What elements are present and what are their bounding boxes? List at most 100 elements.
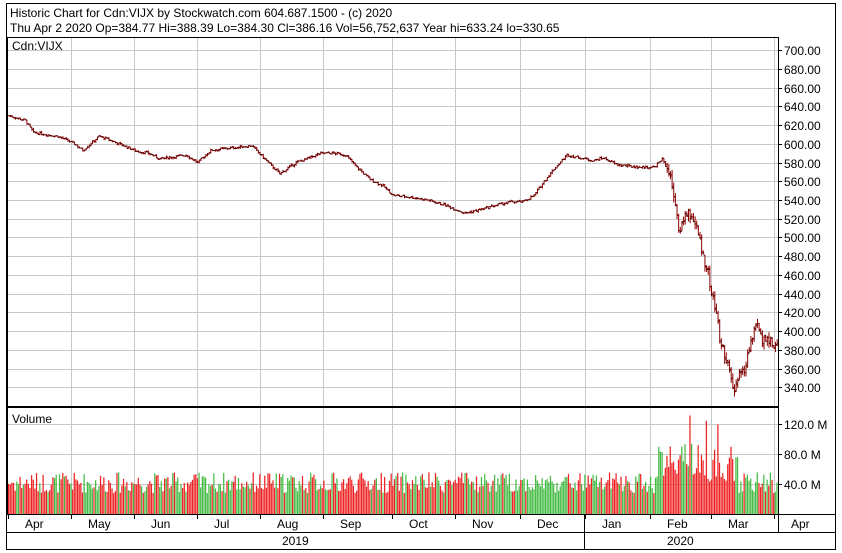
volume-bar bbox=[434, 472, 437, 514]
volume-bar bbox=[195, 474, 197, 514]
volume-bar bbox=[185, 491, 187, 514]
volume-bar bbox=[728, 457, 730, 514]
volume-bar bbox=[103, 477, 105, 514]
volume-bar bbox=[218, 484, 220, 514]
volume-bar bbox=[250, 483, 253, 514]
volume-bar bbox=[466, 472, 468, 514]
volume-bar bbox=[260, 487, 263, 514]
volume-bar bbox=[451, 485, 453, 514]
volume-bar bbox=[548, 482, 550, 514]
volume-bar bbox=[63, 476, 66, 514]
volume-bar bbox=[492, 480, 494, 514]
volume-bar bbox=[663, 475, 665, 514]
price-y-tick-label: 680.00 bbox=[784, 62, 821, 77]
volume-bar bbox=[664, 467, 666, 514]
volume-bar bbox=[484, 474, 486, 514]
volume-bar bbox=[656, 476, 658, 514]
volume-bar bbox=[221, 491, 223, 514]
volume-bar bbox=[654, 477, 657, 514]
volume-bar bbox=[137, 477, 139, 514]
volume-bar bbox=[62, 472, 64, 514]
volume-bar bbox=[736, 457, 739, 514]
volume-bar bbox=[562, 481, 565, 514]
volume-bar bbox=[428, 472, 430, 514]
volume-bar bbox=[136, 484, 138, 514]
volume-bar bbox=[382, 492, 384, 514]
volume-bar bbox=[370, 489, 373, 514]
volume-bar bbox=[717, 424, 719, 514]
volume-bar bbox=[567, 473, 570, 514]
volume-bar bbox=[301, 476, 304, 514]
volume-bar bbox=[313, 474, 315, 514]
volume-bar bbox=[720, 476, 722, 514]
volume-bar bbox=[338, 490, 340, 514]
volume-bar bbox=[699, 472, 701, 514]
volume-panel-label: Volume bbox=[12, 412, 53, 426]
volume-bar bbox=[528, 486, 530, 514]
month-label: Jun bbox=[151, 517, 171, 531]
volume-bar bbox=[165, 478, 167, 514]
volume-bar bbox=[603, 486, 606, 514]
volume-bar bbox=[771, 479, 773, 514]
volume-bar bbox=[756, 472, 758, 514]
month-label: Aug bbox=[277, 517, 299, 531]
volume-bar bbox=[96, 490, 98, 514]
volume-bar bbox=[239, 489, 241, 514]
volume-bar bbox=[129, 490, 131, 514]
volume-bar bbox=[290, 475, 292, 514]
volume-bar bbox=[774, 491, 776, 514]
volume-bar bbox=[561, 481, 563, 514]
volume-bar bbox=[576, 490, 578, 514]
volume-bar bbox=[759, 487, 762, 514]
price-y-tick-label: 520.00 bbox=[784, 212, 821, 227]
volume-bar bbox=[402, 472, 404, 514]
volume-bar bbox=[464, 473, 466, 514]
volume-bar bbox=[572, 488, 575, 514]
volume-bar bbox=[24, 483, 26, 514]
volume-bar bbox=[387, 491, 389, 514]
volume-bar bbox=[26, 479, 28, 514]
volume-bar bbox=[538, 483, 540, 514]
month-label: Oct bbox=[409, 517, 428, 531]
volume-bar bbox=[605, 482, 607, 514]
volume-bar bbox=[426, 487, 428, 514]
volume-bar bbox=[42, 474, 44, 514]
price-y-tick-label: 440.00 bbox=[784, 287, 821, 302]
volume-bar bbox=[300, 485, 302, 514]
volume-bar bbox=[766, 479, 768, 514]
volume-bar bbox=[727, 464, 729, 514]
volume-bar bbox=[595, 475, 598, 514]
volume-bar bbox=[278, 473, 281, 514]
volume-y-tick-label: 80.0 M bbox=[784, 447, 821, 462]
volume-bar bbox=[154, 473, 156, 514]
volume-bar bbox=[431, 482, 433, 514]
volume-bar bbox=[22, 484, 25, 514]
volume-bar bbox=[162, 491, 164, 514]
volume-bar bbox=[622, 491, 624, 514]
volume-bar bbox=[257, 488, 259, 514]
volume-bar bbox=[684, 444, 686, 514]
volume-bar bbox=[119, 492, 121, 514]
volume-bar bbox=[182, 488, 184, 514]
volume-bar bbox=[35, 473, 38, 514]
volume-bar bbox=[149, 481, 151, 514]
volume-bar bbox=[763, 474, 765, 514]
volume-bar bbox=[101, 485, 103, 514]
chart-header-quote: Thu Apr 2 2020 Op=384.77 Hi=388.39 Lo=38… bbox=[10, 21, 560, 35]
volume-bar bbox=[214, 488, 217, 514]
volume-bar bbox=[132, 483, 135, 514]
volume-bar bbox=[686, 464, 688, 514]
volume-bar bbox=[116, 473, 118, 514]
volume-bar bbox=[118, 472, 120, 514]
volume-bar bbox=[231, 481, 233, 514]
volume-bar bbox=[448, 479, 450, 514]
price-y-tick-label: 400.00 bbox=[784, 324, 821, 339]
volume-bar bbox=[282, 474, 284, 514]
volume-bar bbox=[11, 482, 13, 514]
volume-bar bbox=[753, 491, 755, 514]
volume-bar bbox=[390, 473, 392, 514]
volume-bar bbox=[408, 484, 410, 514]
volume-bar bbox=[707, 478, 709, 514]
volume-bar bbox=[254, 491, 256, 514]
volume-bar bbox=[497, 478, 499, 514]
